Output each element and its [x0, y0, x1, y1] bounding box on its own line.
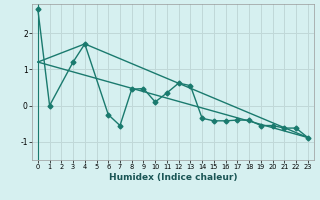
X-axis label: Humidex (Indice chaleur): Humidex (Indice chaleur) [108, 173, 237, 182]
